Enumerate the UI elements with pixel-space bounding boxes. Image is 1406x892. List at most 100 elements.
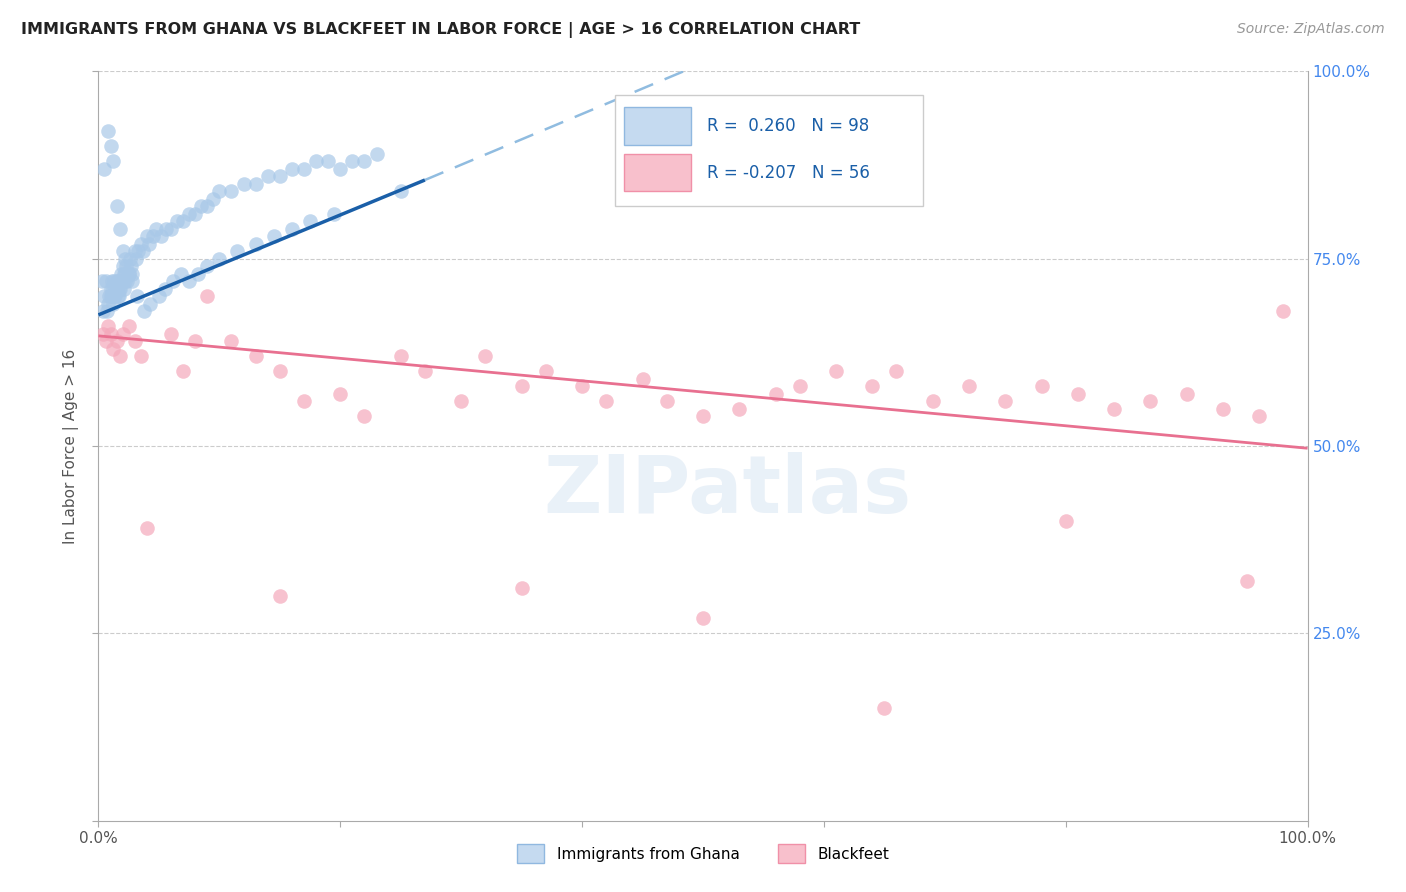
Point [281,221,304,235]
Point [111,259,134,273]
Bar [624,107,690,145]
Point [98,289,121,303]
Point [103,274,125,288]
Point [97,296,120,310]
Point [389,184,412,198]
Point [145,221,167,235]
Point [91,326,114,341]
Point [208,184,231,198]
Point [1139,394,1161,409]
Point [1031,379,1053,393]
Point [150,229,173,244]
Point [450,394,472,409]
Point [323,207,346,221]
Point [221,184,243,198]
Point [571,379,593,393]
Point [765,386,787,401]
Point [245,236,267,251]
Point [245,177,267,191]
Point [114,267,136,281]
Point [124,244,146,259]
Point [155,221,177,235]
Point [1249,409,1271,423]
Point [1212,401,1234,416]
Point [595,394,617,409]
Point [195,199,218,213]
Point [886,364,908,378]
Point [510,582,533,596]
Point [474,349,496,363]
Point [245,349,267,363]
Point [221,334,243,348]
Point [108,289,131,303]
Text: R =  0.260   N = 98: R = 0.260 N = 98 [707,117,869,135]
Point [269,364,291,378]
Point [1236,574,1258,588]
Y-axis label: In Labor Force | Age > 16: In Labor Force | Age > 16 [63,349,79,543]
Point [631,371,654,385]
Point [184,334,207,348]
Point [100,326,122,341]
Point [510,379,533,393]
Point [195,259,218,273]
Point [957,379,980,393]
Point [353,409,375,423]
Point [101,282,124,296]
Point [873,701,896,715]
Text: ZIPatlas: ZIPatlas [543,452,911,530]
Point [105,282,128,296]
Point [97,319,120,334]
Point [124,334,146,348]
Point [135,521,157,535]
Point [129,349,152,363]
Point [160,326,183,341]
Point [166,214,188,228]
Point [353,154,375,169]
Point [108,349,131,363]
Point [114,274,136,288]
Point [305,154,328,169]
Point [108,282,131,296]
Point [413,364,436,378]
Point [121,267,143,281]
Point [1102,401,1125,416]
Point [112,267,135,281]
Point [103,289,125,303]
Point [148,289,170,303]
Point [1067,386,1090,401]
Bar [624,153,690,191]
Point [108,274,131,288]
Point [728,401,751,416]
Point [142,229,165,244]
Point [134,304,156,318]
Point [127,244,149,259]
Point [112,282,135,296]
Point [153,282,176,296]
Point [692,409,714,423]
Point [226,244,249,259]
Point [256,169,278,184]
Point [100,139,122,153]
Point [329,386,352,401]
Point [110,274,132,288]
Point [860,379,883,393]
Point [172,214,194,228]
Point [921,394,943,409]
Point [108,282,131,296]
Point [127,289,149,303]
Point [232,177,254,191]
Point [263,229,285,244]
Point [115,259,138,273]
Point [281,161,304,176]
Point [117,274,139,288]
Point [366,146,388,161]
Point [316,154,339,169]
Point [94,274,117,288]
Point [110,267,132,281]
Point [169,267,191,281]
Point [118,267,141,281]
Point [100,289,122,303]
Point [108,221,131,235]
Text: R = -0.207   N = 56: R = -0.207 N = 56 [707,163,869,181]
Point [184,207,207,221]
